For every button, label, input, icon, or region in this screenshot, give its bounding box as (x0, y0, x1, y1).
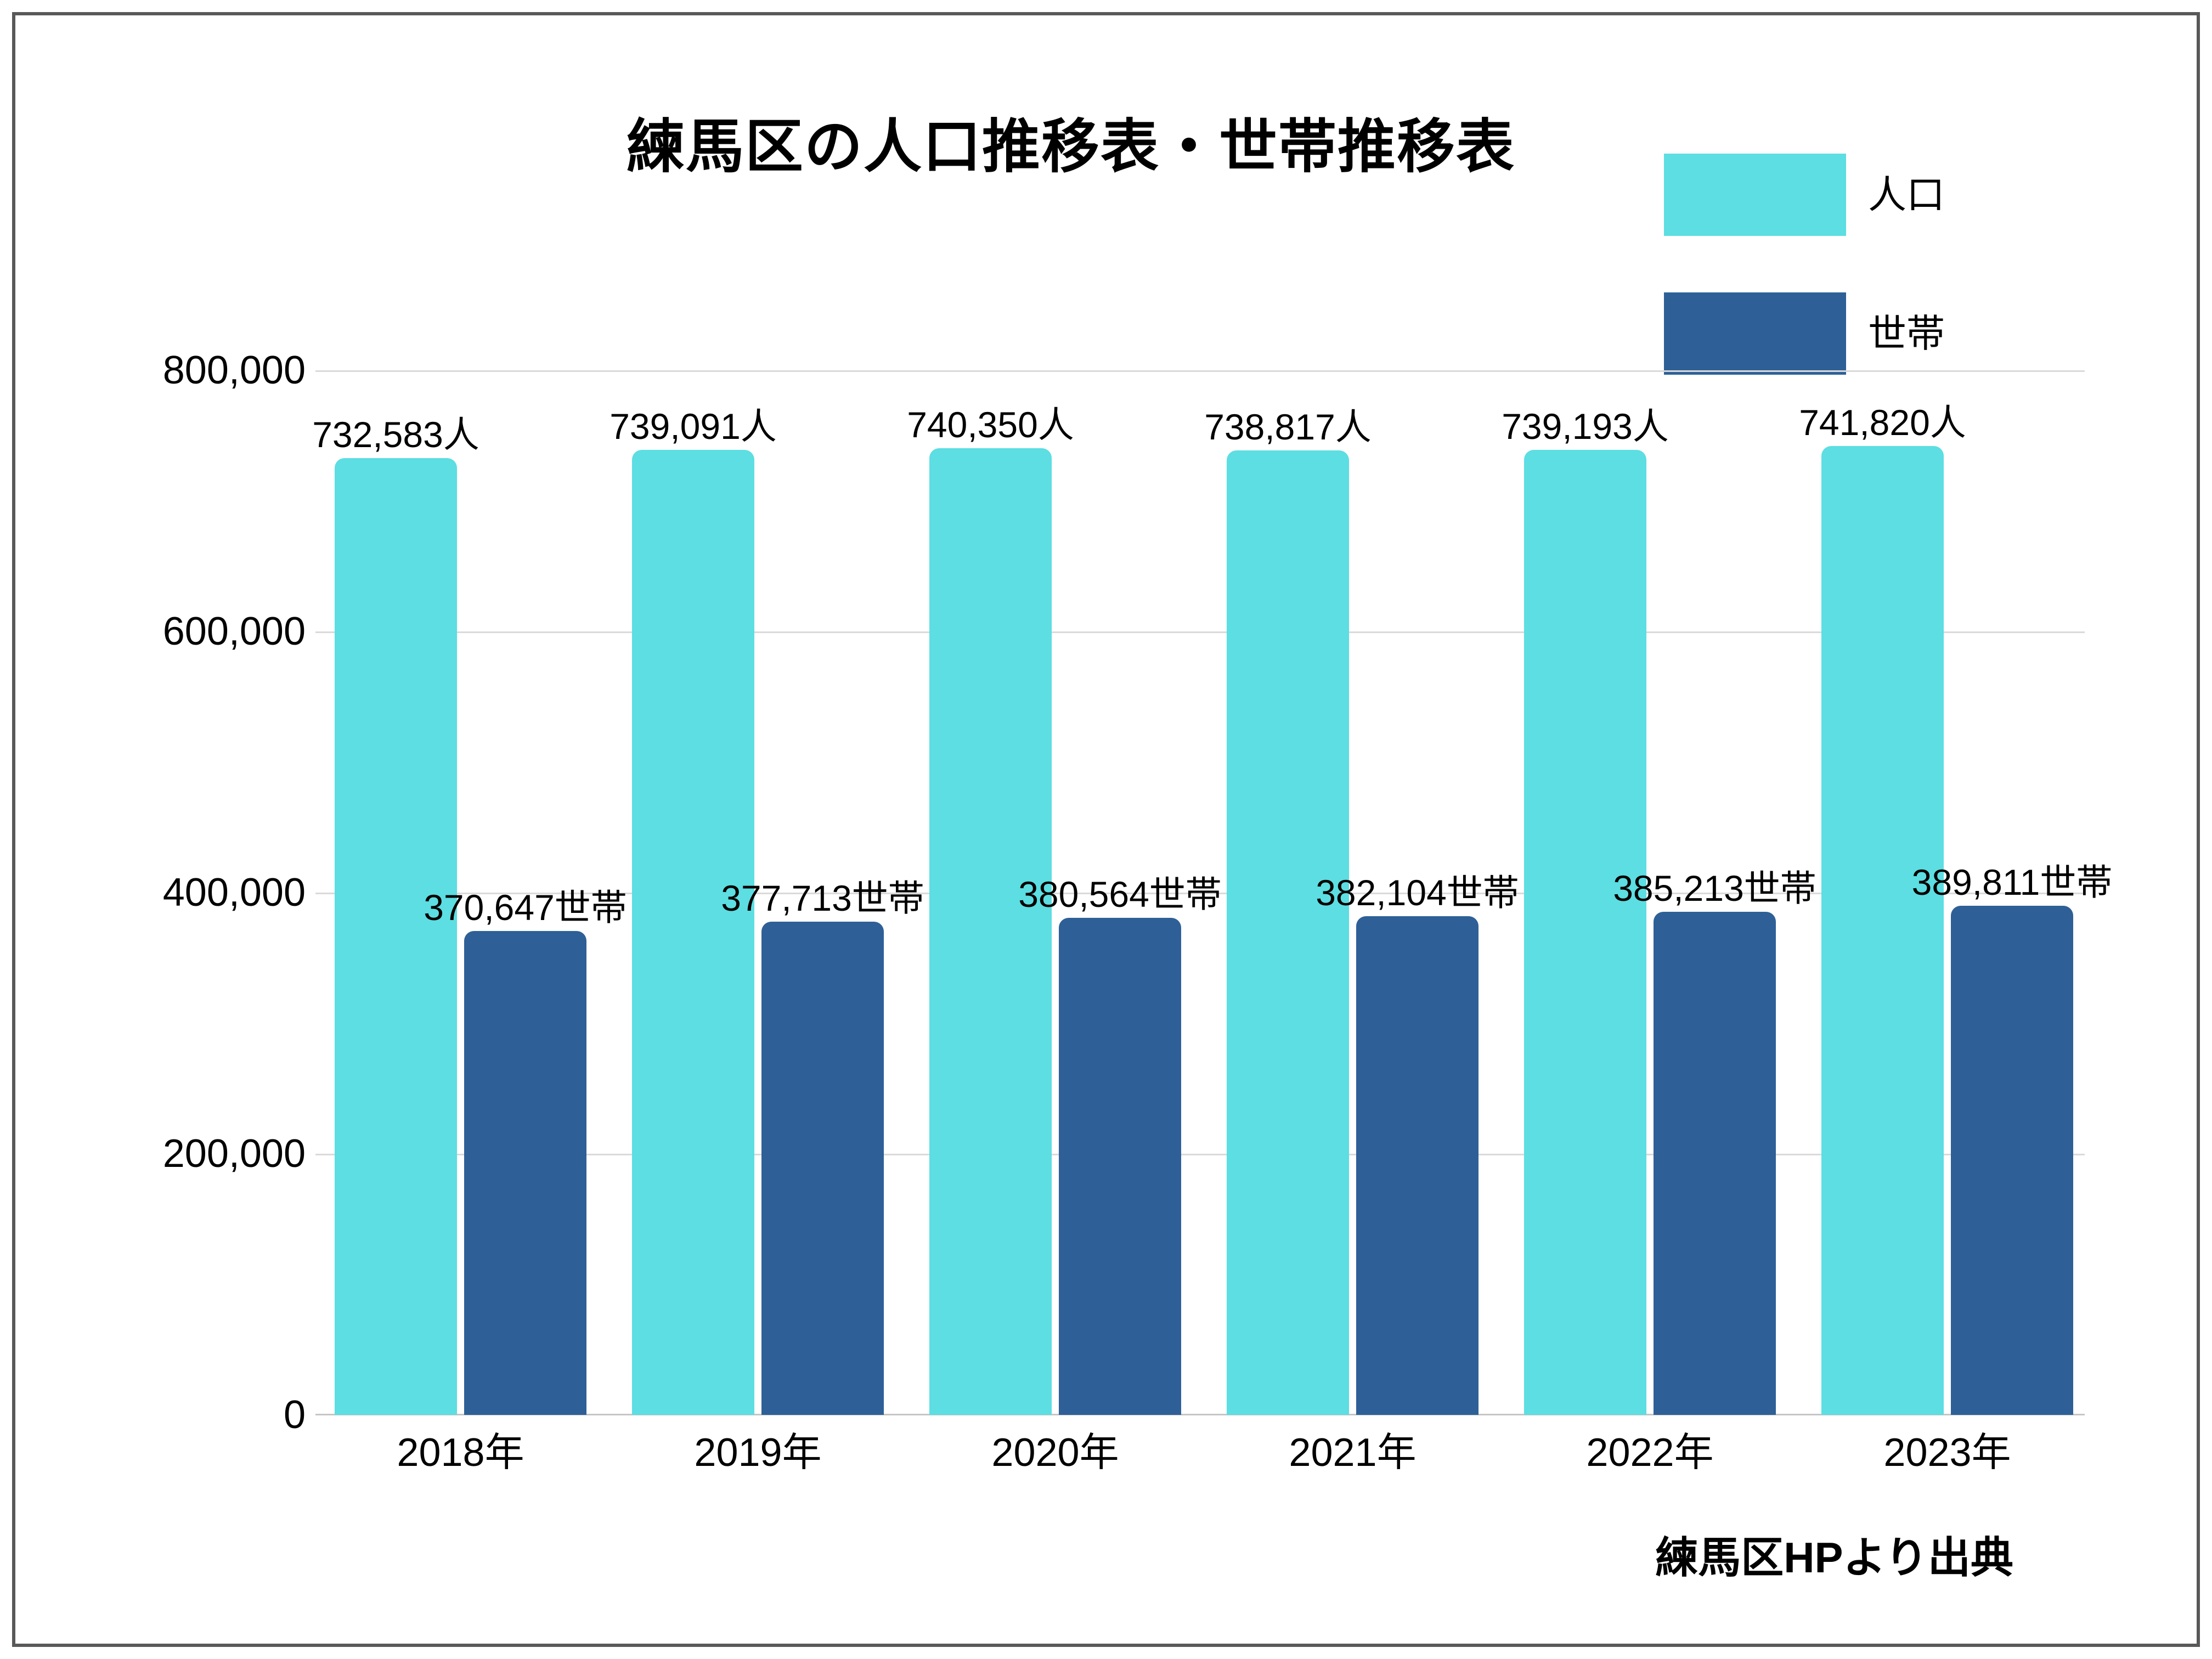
y-gridline (315, 631, 2085, 633)
x-axis-tick-label: 2018年 (397, 1431, 524, 1475)
population-bar-2019年 (632, 450, 754, 1415)
household-value-label: 382,104世帯 (1316, 872, 1519, 913)
population-bar-2022年 (1524, 450, 1646, 1415)
household-bar-2018年 (464, 931, 586, 1415)
legend-swatch-household (1664, 292, 1846, 375)
household-bar-2021年 (1356, 916, 1479, 1415)
legend-swatch-population (1664, 154, 1846, 236)
x-axis-tick-label: 2023年 (1883, 1431, 2011, 1475)
population-value-label: 732,583人 (312, 414, 479, 455)
x-axis-tick-label: 2022年 (1586, 1431, 1714, 1475)
population-value-label: 739,091人 (610, 406, 777, 447)
x-axis-line (315, 1414, 2085, 1415)
y-gridline (315, 1154, 2085, 1155)
household-bar-2019年 (761, 922, 884, 1415)
y-axis-tick-label: 0 (283, 1393, 306, 1437)
population-bar-2023年 (1821, 446, 1944, 1415)
x-axis-tick-label: 2019年 (694, 1431, 822, 1475)
y-axis-tick-label: 600,000 (162, 610, 306, 653)
legend-label-population: 人口 (1868, 173, 1945, 216)
legend-label-household: 世帯 (1868, 312, 1945, 355)
y-axis-tick-label: 800,000 (162, 348, 306, 392)
x-axis-tick-label: 2021年 (1289, 1431, 1417, 1475)
source-note: 練馬区HPより出典 (1655, 1533, 2013, 1582)
household-bar-2022年 (1654, 912, 1776, 1415)
y-gridline (315, 893, 2085, 894)
y-axis-tick-label: 400,000 (162, 871, 306, 915)
x-axis-tick-label: 2020年 (991, 1431, 1119, 1475)
population-value-label: 739,193人 (1502, 406, 1669, 447)
population-bar-2018年 (335, 458, 457, 1415)
household-bar-2023年 (1951, 906, 2073, 1415)
population-value-label: 738,817人 (1204, 407, 1372, 447)
y-gridline (315, 370, 2085, 372)
household-value-label: 380,564世帯 (1018, 874, 1222, 915)
population-bar-2021年 (1227, 450, 1349, 1415)
household-value-label: 389,811世帯 (1911, 862, 2113, 902)
household-value-label: 370,647世帯 (424, 887, 627, 928)
chart-title: 練馬区の人口推移表・世帯推移表 (627, 115, 1515, 179)
legend-item-household: 世帯 (1664, 292, 1945, 375)
household-bar-2020年 (1059, 918, 1181, 1415)
legend-item-population: 人口 (1664, 154, 1945, 236)
household-value-label: 385,213世帯 (1613, 868, 1816, 909)
population-bar-2020年 (929, 448, 1052, 1415)
population-value-label: 740,350人 (907, 404, 1074, 445)
y-axis-tick-label: 200,000 (162, 1132, 306, 1176)
population-value-label: 741,820人 (1799, 402, 1966, 443)
household-value-label: 377,713世帯 (721, 878, 924, 918)
